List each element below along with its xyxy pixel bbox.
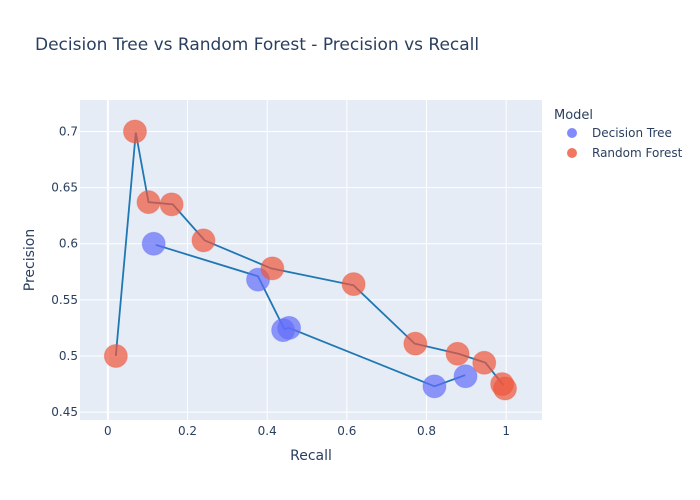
y-tick-label: 0.7 — [59, 124, 78, 138]
data-point — [472, 350, 497, 375]
data-point — [445, 341, 470, 366]
y-tick-label: 0.65 — [51, 181, 78, 195]
data-point — [141, 231, 166, 256]
data-point — [103, 344, 128, 368]
x-tick-label: 1 — [502, 424, 510, 438]
legend-item-label: Decision Tree — [592, 126, 672, 140]
x-tick-label: 0.2 — [178, 424, 197, 438]
y-tick-label: 0.45 — [51, 405, 78, 419]
y-tick-label: 0.6 — [59, 237, 78, 251]
data-point — [159, 192, 184, 217]
legend-marker — [567, 128, 577, 138]
data-point — [122, 119, 147, 144]
data-point — [453, 364, 478, 389]
data-point — [492, 376, 517, 401]
legend: Model Decision Tree Random Forest — [554, 108, 683, 160]
data-point — [403, 331, 428, 356]
tick-labels: 0 0.2 0.4 0.6 0.8 1 0.45 0.5 0.55 0.6 0.65 0.7 — [51, 124, 510, 438]
x-tick-label: 0.4 — [258, 424, 277, 438]
data-point — [422, 374, 447, 399]
data-point — [277, 315, 302, 340]
y-tick-label: 0.55 — [51, 293, 78, 307]
y-tick-label: 0.5 — [59, 349, 78, 363]
scatter-points — [103, 119, 517, 401]
data-point — [260, 256, 285, 281]
legend-title: Model — [554, 108, 593, 123]
y-axis-label: Precision — [22, 229, 38, 291]
x-tick-label: 0.8 — [417, 424, 436, 438]
x-tick-label: 0 — [104, 424, 112, 438]
legend-marker — [567, 148, 577, 158]
data-point — [341, 272, 366, 297]
data-point — [136, 190, 161, 215]
x-tick-label: 0.6 — [337, 424, 356, 438]
chart-title: Decision Tree vs Random Forest - Precisi… — [35, 35, 479, 55]
data-point — [191, 228, 216, 253]
x-axis-label: Recall — [290, 448, 332, 464]
legend-item-label: Random Forest — [592, 146, 683, 160]
